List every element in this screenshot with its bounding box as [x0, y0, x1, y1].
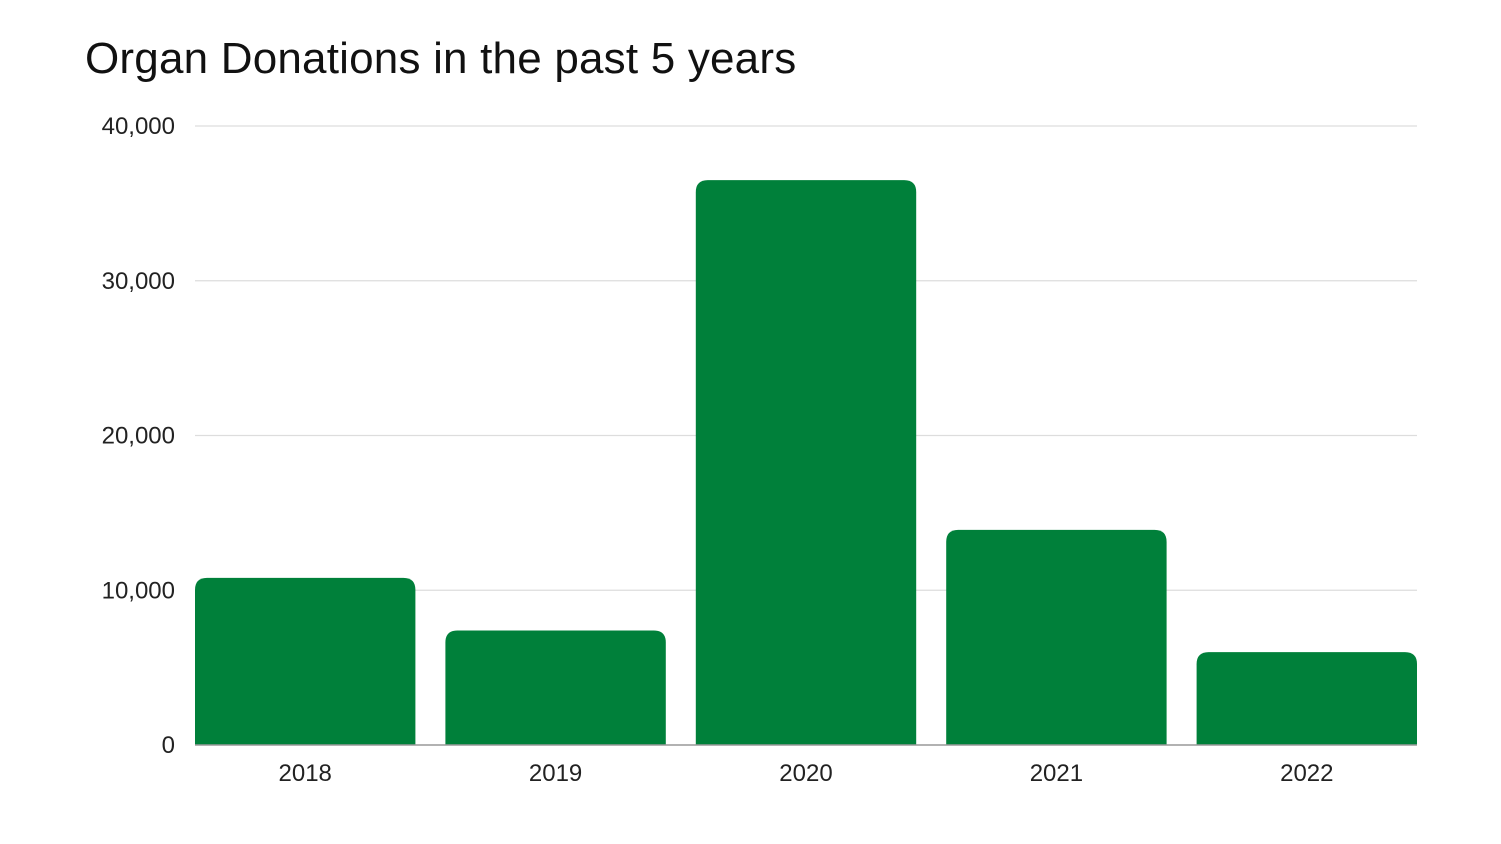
bar-2022 [1196, 652, 1417, 745]
bar-2020 [695, 180, 917, 746]
bar-2021 [946, 529, 1167, 745]
bar-2018 [195, 577, 416, 745]
x-tick-label: 2021 [1030, 760, 1083, 787]
y-tick-label: 0 [162, 732, 175, 759]
y-tick-label: 30,000 [102, 268, 175, 295]
y-axis-ticks: 0 10,000 20,000 30,000 40,000 [102, 113, 175, 759]
x-tick-label: 2019 [529, 760, 582, 787]
x-tick-label: 2022 [1280, 760, 1333, 787]
bars [195, 180, 1417, 746]
x-axis-ticks: 2018 2019 2020 2021 2022 [279, 760, 1334, 787]
bar-2019 [445, 630, 666, 745]
y-tick-label: 10,000 [102, 577, 175, 604]
x-tick-label: 2018 [279, 760, 332, 787]
chart-title: Organ Donations in the past 5 years [85, 34, 797, 83]
y-tick-label: 40,000 [102, 113, 175, 140]
y-tick-label: 20,000 [102, 423, 175, 450]
x-tick-label: 2020 [779, 760, 832, 787]
